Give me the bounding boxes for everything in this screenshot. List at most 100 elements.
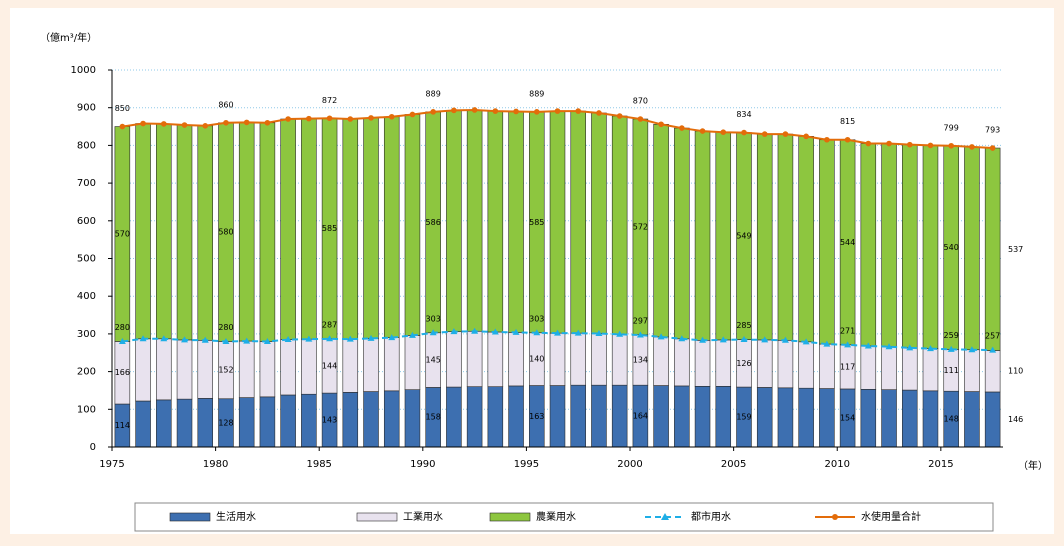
line-marker xyxy=(492,108,499,114)
data-label: 815 xyxy=(840,117,855,126)
bar-segment xyxy=(466,386,483,448)
bar-segment xyxy=(798,341,814,389)
data-label: 872 xyxy=(322,96,337,105)
line-marker xyxy=(657,333,665,340)
line-marker xyxy=(346,335,354,342)
bar-segment xyxy=(176,398,193,448)
data-label: 280 xyxy=(218,323,233,332)
data-label: 572 xyxy=(633,222,648,231)
bar-segment xyxy=(508,111,524,333)
bar-segment xyxy=(777,133,794,341)
bar-segment xyxy=(922,348,939,392)
legend-label: 水使用量合計 xyxy=(861,510,921,523)
bar-segment xyxy=(487,110,504,333)
line-marker xyxy=(947,345,955,352)
y-tick-label: 800 xyxy=(77,140,96,151)
line-marker xyxy=(243,119,250,126)
data-label: 257 xyxy=(985,332,1000,341)
y-unit: （億m³/年） xyxy=(40,31,97,44)
y-tick-label: 500 xyxy=(77,254,96,265)
data-label: 166 xyxy=(115,368,130,377)
bar-segment xyxy=(466,109,483,332)
data-label: 148 xyxy=(944,415,959,424)
line-marker xyxy=(927,142,934,149)
data-label: 870 xyxy=(633,97,648,106)
bar-segment xyxy=(819,343,835,389)
data-label: 159 xyxy=(736,413,751,422)
x-tick-label: 2010 xyxy=(825,459,850,470)
line-marker xyxy=(803,133,809,140)
line-marker xyxy=(554,329,561,336)
legend-swatch xyxy=(489,512,531,522)
bar-segment xyxy=(135,400,151,448)
line-marker xyxy=(367,334,375,341)
x-tick-label: 1985 xyxy=(306,459,331,470)
bar-segment xyxy=(694,340,711,387)
bar-segment xyxy=(819,388,835,448)
line-marker xyxy=(989,145,996,151)
data-label: 164 xyxy=(633,412,648,421)
bar-segment xyxy=(383,390,400,448)
bar-segment xyxy=(922,145,939,349)
y-tick-label: 300 xyxy=(77,329,96,340)
line-marker xyxy=(554,108,561,114)
bar-segment xyxy=(383,116,400,338)
bar-segment xyxy=(984,350,1001,393)
line-marker xyxy=(430,109,436,115)
line-marker xyxy=(160,335,168,342)
line-marker xyxy=(636,331,644,338)
line-marker xyxy=(201,336,209,343)
line-marker xyxy=(574,329,582,336)
line-marker xyxy=(429,329,437,336)
line-marker xyxy=(263,337,271,344)
bar-segment xyxy=(156,123,172,340)
line-marker xyxy=(451,107,457,114)
line-marker xyxy=(118,337,126,344)
data-label: 111 xyxy=(944,366,959,375)
line-marker xyxy=(906,141,913,148)
bar-segment xyxy=(653,385,669,448)
line-marker xyxy=(989,346,997,353)
data-label: 163 xyxy=(529,412,544,421)
line-marker xyxy=(782,131,789,137)
line-marker xyxy=(761,336,769,343)
bar-segment xyxy=(570,384,586,448)
bar-segment xyxy=(259,341,276,398)
line-marker xyxy=(719,336,727,343)
bar-segment xyxy=(901,347,918,391)
line-marker xyxy=(720,129,727,136)
line-marker xyxy=(948,142,954,149)
data-label: 145 xyxy=(426,356,441,365)
bar-segment xyxy=(549,385,566,448)
data-label: 580 xyxy=(218,228,233,237)
data-label: 297 xyxy=(633,317,648,326)
data-label: 271 xyxy=(840,326,855,335)
line-marker xyxy=(222,337,230,344)
data-label: 303 xyxy=(529,314,544,323)
bar-segment xyxy=(238,340,255,398)
data-label: 117 xyxy=(840,362,855,371)
bar-segment xyxy=(984,147,1001,351)
bar-segment xyxy=(549,332,566,386)
data-label: 303 xyxy=(426,314,441,323)
y-tick-label: 600 xyxy=(77,216,96,227)
data-label: 889 xyxy=(426,89,441,98)
data-label: 549 xyxy=(736,232,751,241)
line-marker xyxy=(471,327,479,334)
y-tick-label: 0 xyxy=(90,442,96,453)
bar-segment xyxy=(342,118,359,340)
data-label: 152 xyxy=(218,366,233,375)
bar-segment xyxy=(238,397,255,448)
bar-segment xyxy=(715,339,732,387)
legend-label: 農業用水 xyxy=(536,510,576,523)
line-marker xyxy=(533,329,541,336)
data-label: 114 xyxy=(115,421,130,430)
legend-marker xyxy=(661,513,669,520)
bar-segment xyxy=(611,115,628,335)
line-marker xyxy=(595,330,603,337)
line-marker xyxy=(326,115,333,122)
x-tick-label: 1980 xyxy=(203,459,228,470)
line-marker xyxy=(968,346,976,353)
bar-segment xyxy=(694,130,711,341)
bar-segment xyxy=(197,340,214,399)
